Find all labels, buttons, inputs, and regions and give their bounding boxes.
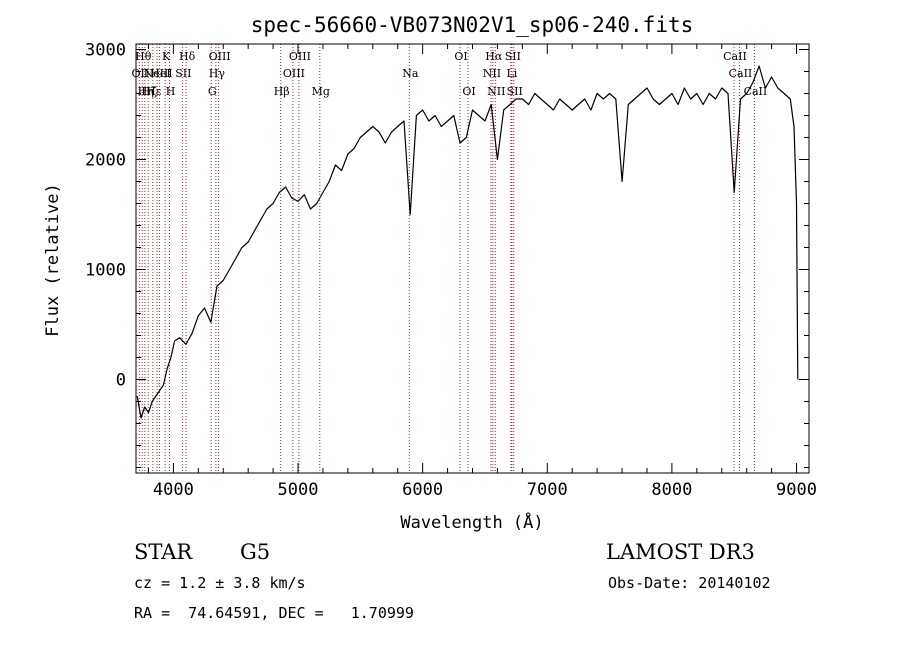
x-tick-label: 7000 (527, 480, 568, 500)
line-marker-label: OI (454, 50, 467, 63)
line-marker-label: SII (175, 67, 191, 80)
line-marker-label: Hζ (141, 85, 157, 98)
line-marker-label: CaII (729, 67, 753, 80)
series-layer (136, 65, 799, 419)
chart-title: spec-56660-VB073N02V1_sp06-240.fits (251, 13, 694, 37)
x-tick-label: 5000 (278, 480, 319, 500)
x-tick-label: 6000 (402, 480, 443, 500)
x-axis-label: Wavelength (Å) (400, 511, 543, 533)
line-marker-label: SII (505, 50, 521, 63)
line-marker-label: HeI (150, 67, 170, 80)
line-marker-label: H (166, 85, 176, 98)
observation-date: Obs-Date: 20140102 (608, 574, 771, 592)
line-marker-label: Na (402, 67, 419, 80)
x-tick-label: 9000 (776, 480, 817, 500)
line-marker-label: NeIII (143, 67, 172, 80)
line-marker-label: CaII (723, 50, 747, 63)
y-tick-label: 0 (116, 371, 126, 391)
x-tick-label: 4000 (153, 480, 194, 500)
line-marker-labels: OIIHθHηHζHεNeIIIHeIKHSIIHδGHγOIIIHβOIIIO… (132, 50, 768, 98)
line-marker-label: OIII (283, 67, 305, 80)
line-markers (138, 44, 755, 473)
y-tick-label: 3000 (85, 41, 126, 61)
line-marker-label: Hβ (274, 85, 290, 98)
line-marker-label: Hθ (135, 50, 152, 63)
line-marker-label: Hα (485, 50, 503, 63)
x-tick-label: 8000 (651, 480, 692, 500)
line-marker-label: Hε (146, 85, 162, 98)
spectral-subclass: G5 (240, 540, 271, 564)
line-marker-label: SII (507, 85, 523, 98)
line-marker-label: OIII (209, 50, 231, 63)
line-marker-label: NII (487, 85, 505, 98)
axis-ticks: 4000 5000 6000 7000 8000 9000 0 1000 2000 3000 (85, 41, 817, 501)
y-tick-label: 2000 (85, 151, 126, 171)
plot-frame (135, 43, 810, 474)
spectrum-line (136, 65, 799, 419)
line-marker-label: G (208, 85, 217, 98)
line-marker-label: Li (506, 67, 517, 80)
line-marker-label: Hγ (209, 67, 226, 80)
line-marker-label: OIII (289, 50, 311, 63)
line-marker-label: K (162, 50, 171, 63)
y-tick-label: 1000 (85, 261, 126, 281)
line-marker-label: OI (462, 85, 475, 98)
line-marker-label: Mg (312, 85, 330, 98)
line-marker-label: Hδ (179, 50, 196, 63)
survey-name: LAMOST DR3 (606, 540, 755, 564)
line-marker-label: NII (483, 67, 501, 80)
object-class: STAR (134, 540, 193, 564)
redshift-cz: cz = 1.2 ± 3.8 km/s (134, 574, 306, 592)
line-marker-label: Hη (138, 85, 154, 98)
line-marker-label: CaII (744, 85, 768, 98)
coordinates: RA = 74.64591, DEC = 1.70999 (134, 604, 414, 622)
y-axis-label: Flux (relative) (43, 183, 63, 337)
